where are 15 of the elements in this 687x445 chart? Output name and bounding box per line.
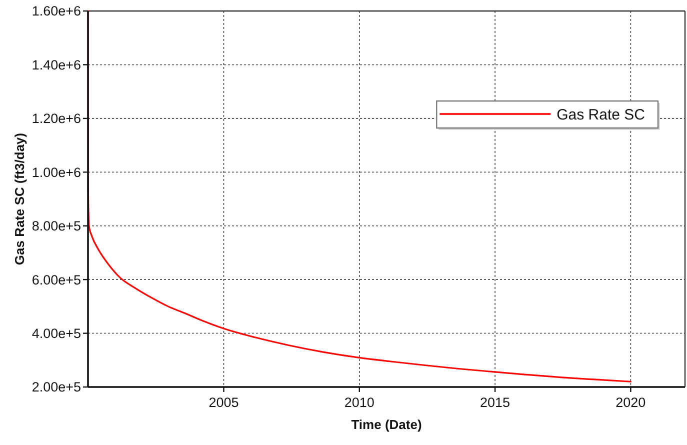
y-tick-label: 2.00e+5 — [32, 380, 81, 395]
y-tick-label: 1.00e+6 — [32, 164, 81, 180]
y-tick-label: 1.20e+6 — [32, 111, 81, 126]
x-axis-title: Time (Date) — [351, 417, 422, 432]
y-tick-label: 6.00e+5 — [32, 272, 81, 288]
y-tick-label: 4.00e+5 — [32, 326, 81, 342]
y-tick-label: 1.40e+6 — [32, 57, 81, 72]
x-tick-label: 2015 — [480, 395, 510, 410]
y-tick-label: 8.00e+5 — [32, 218, 81, 234]
x-tick-label: 2005 — [208, 395, 239, 410]
legend: Gas Rate SC — [436, 100, 660, 130]
y-tick-label: 1.60e+6 — [32, 4, 81, 19]
x-tick-label: 2010 — [344, 395, 374, 410]
y-axis-title: Gas Rate SC (ft3/day) — [12, 132, 27, 266]
x-tick-label: 2020 — [616, 395, 646, 410]
